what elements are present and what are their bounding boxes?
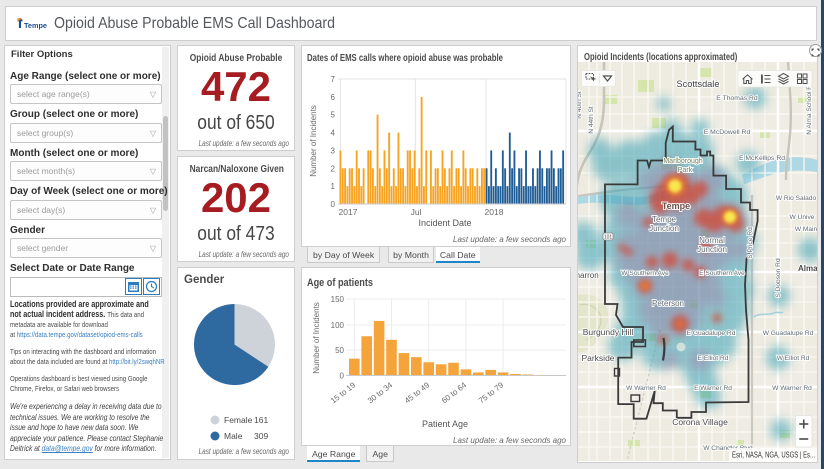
svg-text:W Unive: W Unive — [790, 214, 815, 221]
svg-text:309: 309 — [254, 431, 268, 441]
svg-text:Parkside: Parkside — [581, 353, 614, 363]
svg-text:100: 100 — [331, 321, 345, 330]
svg-text:2018: 2018 — [485, 207, 504, 217]
svg-text:N 40th St: N 40th St — [578, 91, 583, 119]
svg-text:W Main: W Main — [795, 226, 817, 233]
svg-text:Jul: Jul — [411, 207, 422, 217]
svg-text:2: 2 — [331, 164, 336, 173]
svg-text:Junction: Junction — [649, 224, 679, 233]
svg-text:E McKellips Rd: E McKellips Rd — [739, 155, 785, 162]
svg-text:Corona Village: Corona Village — [672, 417, 728, 427]
svg-text:E Thomas Rd: E Thomas Rd — [716, 95, 758, 102]
svg-text:Peterson: Peterson — [652, 299, 684, 308]
svg-text:5: 5 — [331, 111, 336, 120]
svg-text:Patient Age: Patient Age — [422, 419, 468, 429]
svg-text:30 to 34: 30 to 34 — [366, 380, 395, 405]
svg-text:S Dobson Rd: S Dobson Rd — [775, 258, 782, 298]
svg-text:Dates of EMS calls where opioi: Dates of EMS calls where opioid abuse wa… — [307, 53, 503, 64]
svg-text:Tempe: Tempe — [24, 21, 47, 30]
svg-text:Number of Incidents: Number of Incidents — [312, 302, 321, 374]
svg-text:W Warner Rd: W Warner Rd — [626, 385, 666, 392]
svg-text:60 to 64: 60 to 64 — [440, 380, 469, 405]
svg-text:E McDowell Rd: E McDowell Rd — [704, 129, 751, 136]
svg-text:S Price Rd: S Price Rd — [747, 227, 754, 259]
svg-text:W Elliot Rd: W Elliot Rd — [777, 355, 810, 362]
svg-text:E Elliot Rd: E Elliot Rd — [698, 355, 729, 362]
svg-text:Park: Park — [678, 167, 693, 174]
svg-text:Junction: Junction — [697, 245, 727, 254]
svg-text:0: 0 — [340, 372, 345, 381]
svg-text:0: 0 — [331, 200, 336, 209]
svg-text:N 44th St: N 44th St — [588, 106, 595, 134]
svg-text:W Guadalupe Rd: W Guadalupe Rd — [763, 330, 814, 337]
svg-text:Last update: a few seconds ago: Last update: a few seconds ago — [453, 235, 567, 244]
svg-text:1: 1 — [331, 182, 336, 191]
svg-text:marron: marron — [578, 271, 599, 280]
svg-text:W Southern Ave: W Southern Ave — [621, 270, 669, 277]
svg-text:E Warner Rd: E Warner Rd — [694, 385, 732, 392]
svg-text:2017: 2017 — [339, 207, 358, 217]
svg-text:Marlborough: Marlborough — [663, 158, 702, 165]
svg-text:Last update: a few seconds ago: Last update: a few seconds ago — [453, 436, 567, 445]
svg-text:Age of patients: Age of patients — [307, 277, 373, 289]
svg-text:E Southern Ave: E Southern Ave — [699, 270, 745, 277]
svg-text:3: 3 — [331, 146, 336, 155]
svg-text:Esri, NASA, NGA, USGS | Es...: Esri, NASA, NGA, USGS | Es... — [732, 451, 815, 460]
svg-text:75 to 79: 75 to 79 — [477, 380, 506, 405]
svg-text:7: 7 — [331, 75, 336, 84]
svg-text:4: 4 — [331, 129, 336, 138]
svg-text:Tempe: Tempe — [652, 215, 677, 224]
svg-text:Number of Incidents: Number of Incidents — [309, 105, 318, 177]
svg-text:Male: Male — [224, 431, 243, 441]
svg-text:50: 50 — [335, 346, 344, 355]
svg-text:6: 6 — [331, 93, 336, 102]
svg-text:Scottsdale: Scottsdale — [677, 79, 720, 89]
svg-text:15 to 19: 15 to 19 — [329, 380, 358, 405]
svg-text:E Guadalupe Rd: E Guadalupe Rd — [687, 330, 736, 337]
svg-text:Incident Date: Incident Date — [418, 218, 471, 228]
svg-text:W Rio Salado: W Rio Salado — [776, 195, 817, 202]
svg-text:101: 101 — [604, 235, 613, 241]
svg-text:Alma G: Alma G — [798, 264, 817, 273]
svg-text:Normal: Normal — [699, 236, 725, 245]
svg-text:W Warner Rd: W Warner Rd — [772, 385, 812, 392]
svg-text:150: 150 — [331, 295, 345, 304]
svg-text:Female: Female — [224, 415, 253, 425]
svg-text:Tempe: Tempe — [662, 201, 690, 211]
svg-text:N Alma School Rd: N Alma School Rd — [806, 81, 813, 135]
svg-text:161: 161 — [254, 415, 268, 425]
svg-text:W Chandler Blvd: W Chandler Blvd — [703, 445, 753, 452]
svg-text:45 to 49: 45 to 49 — [403, 380, 432, 405]
svg-text:Burgundy Hill: Burgundy Hill — [583, 327, 634, 337]
